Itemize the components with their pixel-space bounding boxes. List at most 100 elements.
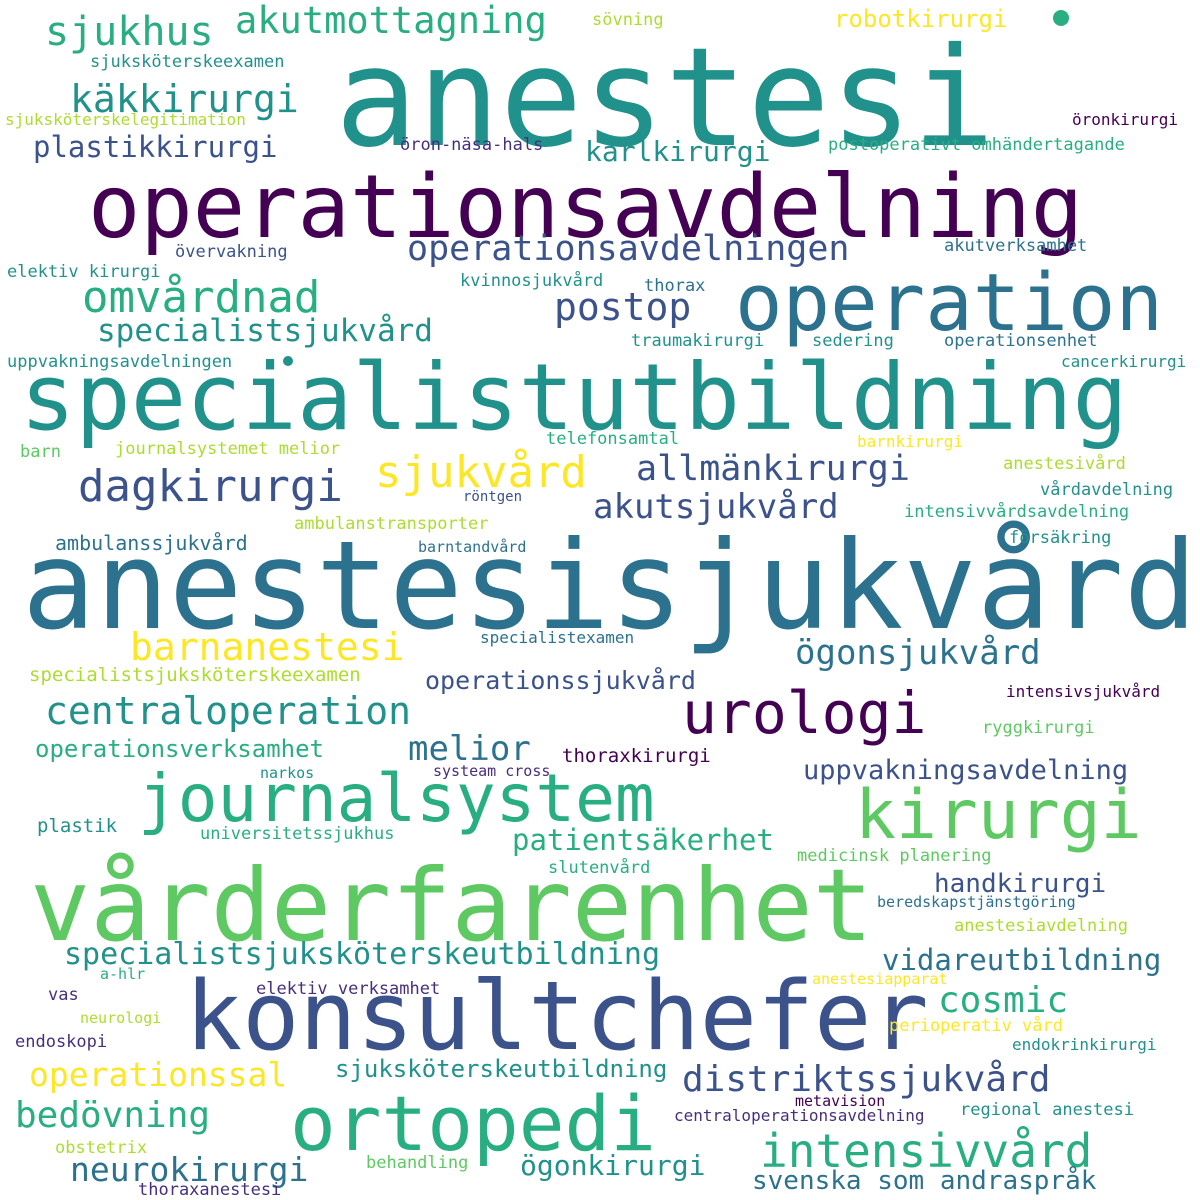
word-akutsjukvard: akutsjukvård [593, 487, 839, 527]
word-thoraxanestesi: thoraxanestesi [138, 1180, 282, 1200]
word-ryggkirurgi: ryggkirurgi [982, 718, 1095, 738]
word-behandling: behandling [366, 1153, 469, 1173]
word-omvardnad: omvårdnad [82, 272, 321, 323]
word-sjukskoterskeexamen: sjuksköterskeexamen [90, 52, 285, 72]
word-specialistexamen: specialistexamen [480, 628, 635, 647]
word-kvinnosjukvard: kvinnosjukvård [460, 271, 604, 291]
word-journalsystemet-melior: journalsystemet melior [115, 439, 341, 459]
word-barnkirurgi: barnkirurgi [857, 432, 963, 451]
word-vidareutbildning: vidareutbildning [882, 943, 1162, 977]
word-sedering: sedering [812, 331, 894, 351]
word-postoperativt-omhandertagande: postoperativt omhändertagande [828, 135, 1125, 155]
word-anestesivard: anestesivård [1003, 454, 1126, 474]
word-beredskapstjanstgoring: beredskapstjänstgöring [877, 893, 1076, 911]
word-sjukhus: sjukhus [45, 9, 214, 55]
word-allmankirurgi: allmänkirurgi [636, 449, 910, 489]
word-traumakirurgi: traumakirurgi [631, 331, 765, 351]
word-plastikkirurgi: plastikkirurgi [33, 130, 278, 164]
word-perioperativ-vard: perioperativ vård [889, 1016, 1063, 1036]
word-intensivsjukvard: intensivsjukvård [1006, 682, 1161, 701]
word-handkirurgi: handkirurgi [934, 869, 1107, 899]
dot-mark [283, 356, 293, 366]
word-svenska-som-andrasprak: svenska som andraspråk [752, 1166, 1097, 1196]
word-elektiv-kirurgi: elektiv kirurgi [7, 262, 161, 282]
word-plastik: plastik [37, 815, 118, 837]
word-ogonkirurgi: ögonkirurgi [520, 1149, 706, 1182]
word-vas: vas [48, 985, 79, 1005]
word-anestesiavdelning: anestesiavdelning [954, 916, 1128, 936]
word-bedovning: bedövning [15, 1095, 211, 1136]
word-intensivvard: intensivvård [760, 1124, 1093, 1178]
word-patientsakerhet: patientsäkerhet [512, 823, 774, 857]
word-specialistsjukvard: specialistsjukvård [97, 313, 433, 349]
word-operationssjukvard: operationssjukvård [425, 666, 696, 695]
word-sjukskoterskelegitimation: sjuksköterskelegitimation [5, 110, 246, 129]
word-thoraxkirurgi: thoraxkirurgi [562, 745, 711, 767]
word-centraloperationsavdelning: centraloperationsavdelning [674, 1106, 925, 1125]
word-slutenvard: slutenvård [548, 858, 651, 878]
word-karlkirurgi: kärlkirurgi [585, 135, 771, 168]
word-journalsystem: journalsystem [138, 760, 655, 837]
word-barn: barn [20, 442, 61, 462]
word-sjukskoterskeutbildning: sjuksköterskeutbildning [335, 1055, 668, 1083]
dot-mark [1053, 10, 1069, 26]
word-oron-nasa-hals: öron-näsa-hals [400, 135, 544, 155]
word-uppvakningsavdelningen: uppvakningsavdelningen [7, 352, 233, 372]
word-telefonsamtal: telefonsamtal [546, 429, 680, 449]
word-robotkirurgi: robotkirurgi [834, 5, 1008, 33]
word-operation: operation [735, 257, 1164, 349]
word-kakkirurgi: käkkirurgi [70, 77, 299, 121]
word-postop: postop [554, 285, 692, 329]
word-ambulanssjukvard: ambulanssjukvård [55, 531, 248, 555]
word-intensivvardsavdelning: intensivvårdsavdelning [904, 502, 1130, 522]
word-narkos: narkos [260, 764, 315, 782]
word-operationsverksamhet: operationsverksamhet [35, 735, 324, 763]
word-forsakring: försäkring [1009, 528, 1112, 548]
word-cosmic: cosmic [938, 980, 1069, 1021]
word-ortopedi: ortopedi [290, 1079, 657, 1168]
word-operationsenhet: operationsenhet [944, 331, 1098, 351]
word-regional-anestesi: regional anestesi [960, 1100, 1134, 1120]
word-akutmottagning: akutmottagning [235, 0, 547, 42]
word-specialistutbildning: specialistutbildning [20, 344, 1128, 451]
word-konsultchefer: konsultchefer [185, 962, 929, 1072]
word-melior: melior [408, 729, 531, 769]
word-centraloperation: centraloperation [45, 689, 412, 733]
word-metavision: metavision [795, 1092, 886, 1110]
word-ambulanstransporter: ambulanstransporter [294, 514, 489, 534]
word-distriktssjukvard: distriktssjukvård [682, 1059, 1051, 1100]
word-specialistsjukskoterskeexamen: specialistsjuksköterskeexamen [29, 664, 361, 686]
word-operationssal: operationssal [29, 1055, 288, 1094]
word-barntandvard: barntandvård [418, 538, 527, 556]
word-anestesi: anestesi [335, 19, 995, 178]
word-vardavdelning: vårdavdelning [1040, 480, 1174, 500]
word-operationsavdelningen: operationsavdelningen [407, 229, 850, 269]
word-sjukvard: sjukvård [375, 447, 587, 498]
word-systeam-cross: systeam cross [433, 762, 551, 780]
word-rontgen: röntgen [463, 489, 523, 505]
word-thorax: thorax [644, 276, 706, 296]
word-overvakning: övervakning [175, 242, 288, 262]
word-neurokirurgi: neurokirurgi [70, 1150, 309, 1189]
word-dagkirurgi: dagkirurgi [78, 461, 343, 512]
word-akutverksamhet: akutverksamhet [944, 236, 1088, 256]
word-elektiv-verksamhet: elektiv verksamhet [256, 979, 441, 999]
word-anestesisjukvard: anestesisjukvård [22, 515, 1198, 657]
word-cancerkirurgi: cancerkirurgi [1061, 352, 1187, 371]
word-a-hlr: a-hlr [100, 965, 146, 983]
word-endoskopi: endoskopi [15, 1032, 108, 1052]
word-neurologi: neurologi [80, 1009, 162, 1027]
word-uppvakningsavdelning: uppvakningsavdelning [803, 755, 1129, 786]
word-endokrinkirurgi: endokrinkirurgi [1012, 1035, 1157, 1054]
word-universitetssjukhus: universitetssjukhus [200, 824, 395, 844]
word-obstetrix: obstetrix [55, 1138, 148, 1158]
word-ogonsjukvard: ögonsjukvård [795, 633, 1041, 673]
word-specialistsjukskoterskeutbildning: specialistsjuksköterskeutbildning [64, 937, 661, 972]
word-sovning: sövning [592, 10, 664, 30]
word-kirurgi: kirurgi [855, 776, 1142, 855]
word-anestesiapparat: anestesiapparat [812, 970, 948, 988]
word-varderfarenhet: vårderfarenhet [30, 847, 873, 964]
word-barnanestesi: barnanestesi [130, 625, 405, 669]
word-operationsavdelning: operationsavdelning [88, 156, 1084, 258]
